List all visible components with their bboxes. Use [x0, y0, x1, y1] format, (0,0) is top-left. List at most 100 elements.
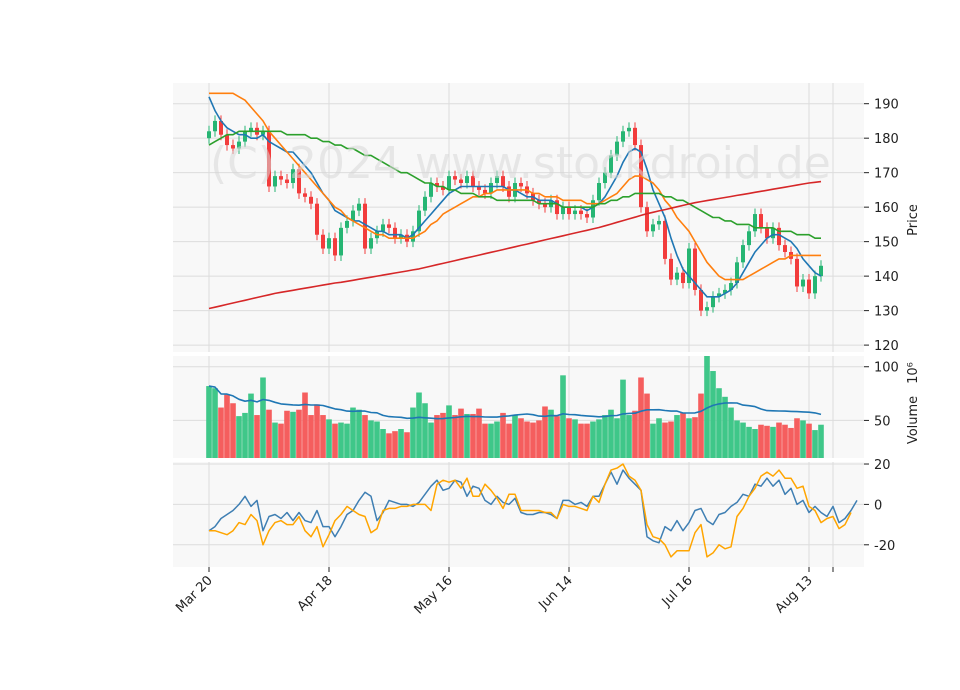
candle-up: [369, 238, 373, 249]
candle-up: [465, 176, 469, 184]
candle-up: [429, 183, 433, 197]
candle-up: [273, 176, 277, 187]
volume-bar-up: [686, 418, 692, 458]
candle-up: [801, 279, 805, 287]
volume-bar-up: [746, 426, 752, 458]
candle-up: [813, 276, 817, 294]
candle-down: [807, 279, 811, 294]
candle-down: [459, 179, 463, 184]
volume-bar-up: [608, 409, 614, 458]
candle-up: [351, 210, 355, 221]
volume-bar-down: [404, 432, 410, 458]
candle-down: [363, 203, 367, 249]
volume-bar-down: [434, 415, 440, 458]
volume-bar-down: [566, 418, 572, 458]
volume-bar-up: [416, 392, 422, 458]
volume-bar-up: [770, 426, 776, 458]
candle-up: [609, 155, 613, 173]
candle-up: [711, 296, 715, 308]
candle-down: [225, 134, 229, 146]
volume-bar-down: [776, 422, 782, 458]
volume-bar-down: [314, 404, 320, 458]
volume-bar-up: [236, 416, 242, 458]
volume-bar-down: [524, 421, 530, 458]
price-tick-label: 130: [874, 305, 899, 320]
volume-bar-up: [614, 418, 620, 458]
volume-bar-down: [632, 410, 638, 458]
volume-axis-label: Volume: [906, 396, 921, 444]
x-tick-label: Aug 13: [773, 573, 816, 616]
volume-bar-down: [638, 377, 644, 458]
volume-panel: 50 100: [173, 356, 899, 458]
candle-down: [309, 196, 313, 204]
volume-bar-up: [800, 420, 806, 458]
candle-down: [585, 214, 589, 218]
volume-bar-up: [656, 418, 662, 458]
volume-bar-up: [560, 375, 566, 458]
candle-up: [423, 196, 427, 211]
candle-down: [315, 203, 319, 235]
candle-up: [717, 293, 721, 297]
indicator-line-orange-line: [209, 463, 852, 558]
candle-up: [771, 227, 775, 239]
volume-bar-up: [626, 415, 632, 458]
price-line-sma-20: [209, 92, 821, 281]
candle-down: [483, 189, 487, 194]
candle-down: [267, 131, 271, 187]
volume-bar-down: [224, 394, 230, 458]
x-tick-label: Jun 14: [536, 573, 576, 613]
candle-down: [681, 272, 685, 284]
volume-bar-down: [218, 407, 224, 458]
volume-bar-up: [650, 423, 656, 458]
price-axis-label: Price: [906, 204, 921, 236]
volume-bar-up: [356, 409, 362, 458]
volume-bar-down: [530, 422, 536, 458]
price-tick-label: 170: [874, 167, 899, 182]
candle-down: [501, 176, 505, 187]
candle-down: [285, 179, 289, 184]
volume-bar-down: [476, 408, 482, 458]
volume-bar-up: [572, 419, 578, 458]
volume-bar-down: [470, 413, 476, 458]
volume-bar-up: [338, 422, 344, 458]
candle-up: [675, 272, 679, 280]
volume-bar-down: [662, 422, 668, 458]
volume-bar-down: [452, 415, 458, 458]
volume-bar-up: [512, 415, 518, 458]
candle-up: [243, 131, 247, 142]
volume-bar-up: [350, 407, 356, 458]
volume-bar-down: [506, 423, 512, 458]
volume-bar-up: [428, 422, 434, 458]
price-tick-label: 120: [874, 339, 899, 354]
volume-bar-down: [764, 425, 770, 458]
candle-up: [627, 127, 631, 132]
candle-up: [657, 220, 661, 225]
volume-bar-up: [494, 421, 500, 458]
volume-bar-up: [212, 388, 218, 458]
price-line-sma-50: [208, 130, 821, 239]
volume-bar-down: [692, 417, 698, 458]
volume-bar-up: [674, 415, 680, 458]
volume-bar-down: [680, 412, 686, 458]
candle-down: [321, 234, 325, 249]
candle-down: [537, 200, 541, 204]
volume-average-line: [208, 385, 822, 420]
volume-tick-label: 100: [874, 361, 899, 376]
candle-up: [339, 227, 343, 256]
volume-bar-down: [788, 427, 794, 458]
volume-bar-up: [740, 422, 746, 458]
candle-down: [387, 224, 391, 228]
volume-bar-down: [644, 393, 650, 458]
candle-down: [567, 207, 571, 215]
volume-bar-down: [500, 412, 506, 458]
volume-bar-down: [284, 410, 290, 458]
volume-bar-up: [728, 407, 734, 458]
candle-up: [447, 176, 451, 190]
candle-up: [291, 169, 295, 184]
volume-bar-down: [482, 423, 488, 458]
candle-down: [231, 145, 235, 149]
volume-bar-up: [710, 371, 716, 458]
candle-up: [399, 234, 403, 239]
indicator-tick-label: 20: [874, 458, 891, 473]
